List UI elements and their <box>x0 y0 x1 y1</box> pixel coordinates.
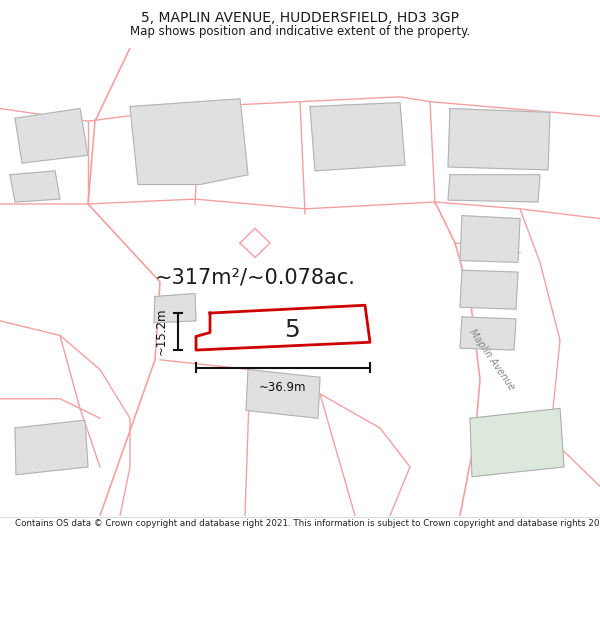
Polygon shape <box>460 216 520 262</box>
Polygon shape <box>460 317 516 350</box>
Polygon shape <box>154 294 196 322</box>
Text: ~15.2m: ~15.2m <box>155 308 168 355</box>
Polygon shape <box>310 102 405 171</box>
Polygon shape <box>130 99 248 184</box>
Polygon shape <box>196 305 370 350</box>
Text: ~317m²/~0.078ac.: ~317m²/~0.078ac. <box>155 267 355 287</box>
Polygon shape <box>10 171 60 202</box>
Polygon shape <box>470 409 564 477</box>
Text: Contains OS data © Crown copyright and database right 2021. This information is : Contains OS data © Crown copyright and d… <box>15 519 600 528</box>
Text: 5: 5 <box>284 318 300 342</box>
Polygon shape <box>15 109 88 163</box>
Polygon shape <box>15 420 88 475</box>
Text: Maplin Avenue: Maplin Avenue <box>467 328 517 392</box>
Text: 5, MAPLIN AVENUE, HUDDERSFIELD, HD3 3GP: 5, MAPLIN AVENUE, HUDDERSFIELD, HD3 3GP <box>141 11 459 24</box>
Polygon shape <box>460 270 518 309</box>
Text: Map shows position and indicative extent of the property.: Map shows position and indicative extent… <box>130 24 470 38</box>
Polygon shape <box>448 109 550 170</box>
Polygon shape <box>246 369 320 418</box>
Text: ~36.9m: ~36.9m <box>259 381 307 394</box>
Polygon shape <box>448 175 540 202</box>
